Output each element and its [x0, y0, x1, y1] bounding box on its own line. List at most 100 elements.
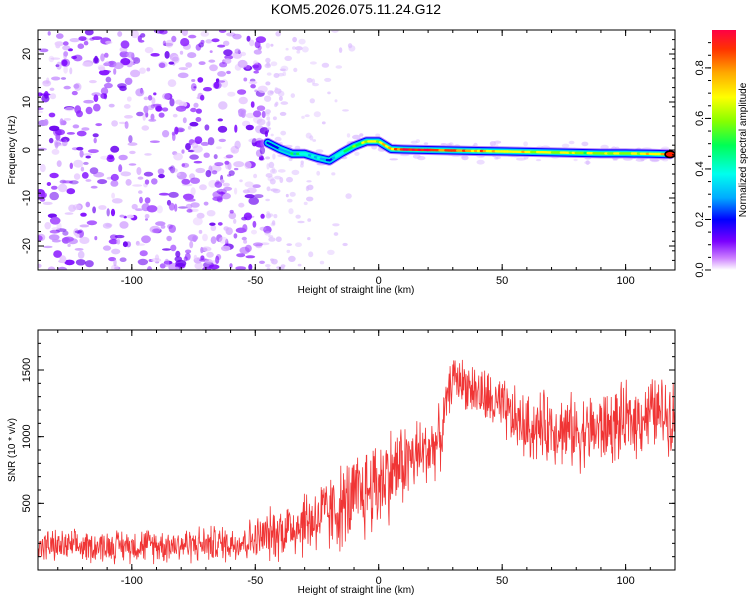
noise-blob [168, 202, 175, 211]
noise-blob [309, 135, 314, 141]
noise-blob [234, 124, 238, 133]
noise-blob [51, 227, 61, 231]
spectrogram-ytick-label: -10 [21, 190, 33, 206]
noise-blob [105, 40, 113, 45]
noise-blob [100, 93, 107, 99]
noise-blob [38, 107, 44, 111]
noise-blob [253, 70, 259, 74]
noise-blob [69, 38, 80, 43]
noise-blob [62, 45, 71, 51]
noise-blob [114, 234, 125, 239]
noise-blob [267, 127, 272, 130]
noise-blob [82, 62, 93, 67]
noise-blob [144, 179, 150, 185]
noise-blob [158, 112, 165, 118]
noise-blob [127, 142, 138, 146]
noise-blob [51, 148, 60, 155]
noise-blob [69, 180, 79, 185]
noise-blob [185, 62, 193, 68]
noise-blob [76, 146, 84, 151]
noise-blob [324, 77, 332, 82]
spectrogram-ridge [262, 136, 675, 166]
noise-blob [327, 91, 331, 95]
noise-blob [133, 57, 141, 64]
noise-blob [42, 80, 50, 84]
colorbar: 0.0 0.2 0.4 0.6 0.8 Normalized spectral ampl… [694, 30, 749, 278]
noise-blob [108, 238, 119, 245]
noise-blob [106, 155, 115, 163]
noise-blob [213, 81, 220, 89]
noise-blob [125, 179, 132, 186]
noise-blob [239, 113, 245, 117]
chart-title: KOM5.2026.075.11.24.G12 [271, 1, 441, 17]
noise-blob [277, 169, 286, 173]
noise-blob [331, 172, 336, 176]
noise-blob [288, 208, 294, 215]
spectrogram-ytick-label: 10 [21, 96, 33, 108]
noise-blob [224, 58, 232, 64]
noise-blob [263, 225, 272, 234]
noise-blob [245, 112, 256, 119]
snr-ytick-label: 1500 [21, 358, 33, 382]
noise-blob [50, 57, 61, 60]
noise-blob [271, 167, 276, 174]
noise-blob [253, 49, 262, 55]
noise-blob [241, 236, 247, 241]
noise-blob [171, 55, 180, 64]
noise-blob [612, 158, 618, 161]
noise-blob [55, 64, 60, 67]
noise-blob [103, 82, 113, 89]
noise-blob [63, 85, 71, 90]
noise-blob [190, 187, 196, 196]
noise-blob [200, 31, 210, 37]
noise-blob [265, 264, 271, 268]
snr-xtick-label: 50 [496, 575, 508, 587]
noise-blob [223, 49, 233, 56]
noise-blob [280, 130, 287, 136]
noise-blob [268, 161, 275, 169]
noise-blob [600, 144, 609, 150]
noise-blob [266, 267, 271, 270]
noise-blob [315, 149, 324, 154]
noise-blob [234, 187, 238, 195]
noise-blob [423, 142, 429, 145]
noise-blob [49, 216, 61, 225]
noise-blob [244, 194, 255, 199]
noise-blob [321, 121, 326, 125]
noise-blob [60, 77, 67, 80]
noise-blob [248, 263, 253, 270]
spectrogram-xtick-label: 50 [496, 275, 508, 287]
noise-blob [267, 176, 275, 182]
noise-blob [211, 38, 220, 43]
noise-blob [57, 183, 68, 193]
noise-blob [221, 245, 231, 252]
noise-blob [205, 170, 212, 178]
noise-blob [84, 30, 94, 36]
noise-blob [55, 129, 65, 136]
noise-blob [69, 67, 73, 75]
noise-blob [105, 223, 113, 228]
noise-blob [155, 105, 163, 112]
noise-blob [195, 108, 202, 114]
noise-blob [252, 220, 257, 228]
noise-blob [193, 160, 203, 164]
noise-blob [190, 107, 197, 113]
noise-blob [119, 85, 127, 92]
noise-blob [92, 206, 96, 214]
noise-blob [286, 176, 293, 183]
noise-blob [162, 40, 166, 46]
noise-blob [237, 89, 247, 95]
noise-blob [190, 83, 197, 92]
noise-blob [80, 166, 85, 172]
noise-blob [153, 92, 157, 96]
noise-blob [42, 201, 53, 205]
noise-blob [309, 98, 315, 104]
colorbar-label: Normalized spectral amplitude [738, 82, 749, 217]
noise-blob [188, 34, 197, 39]
noise-blob [415, 139, 420, 144]
noise-blob [181, 149, 185, 154]
noise-blob [270, 61, 278, 67]
noise-blob [206, 210, 216, 217]
noise-blob [39, 164, 46, 173]
noise-blob [73, 159, 84, 168]
